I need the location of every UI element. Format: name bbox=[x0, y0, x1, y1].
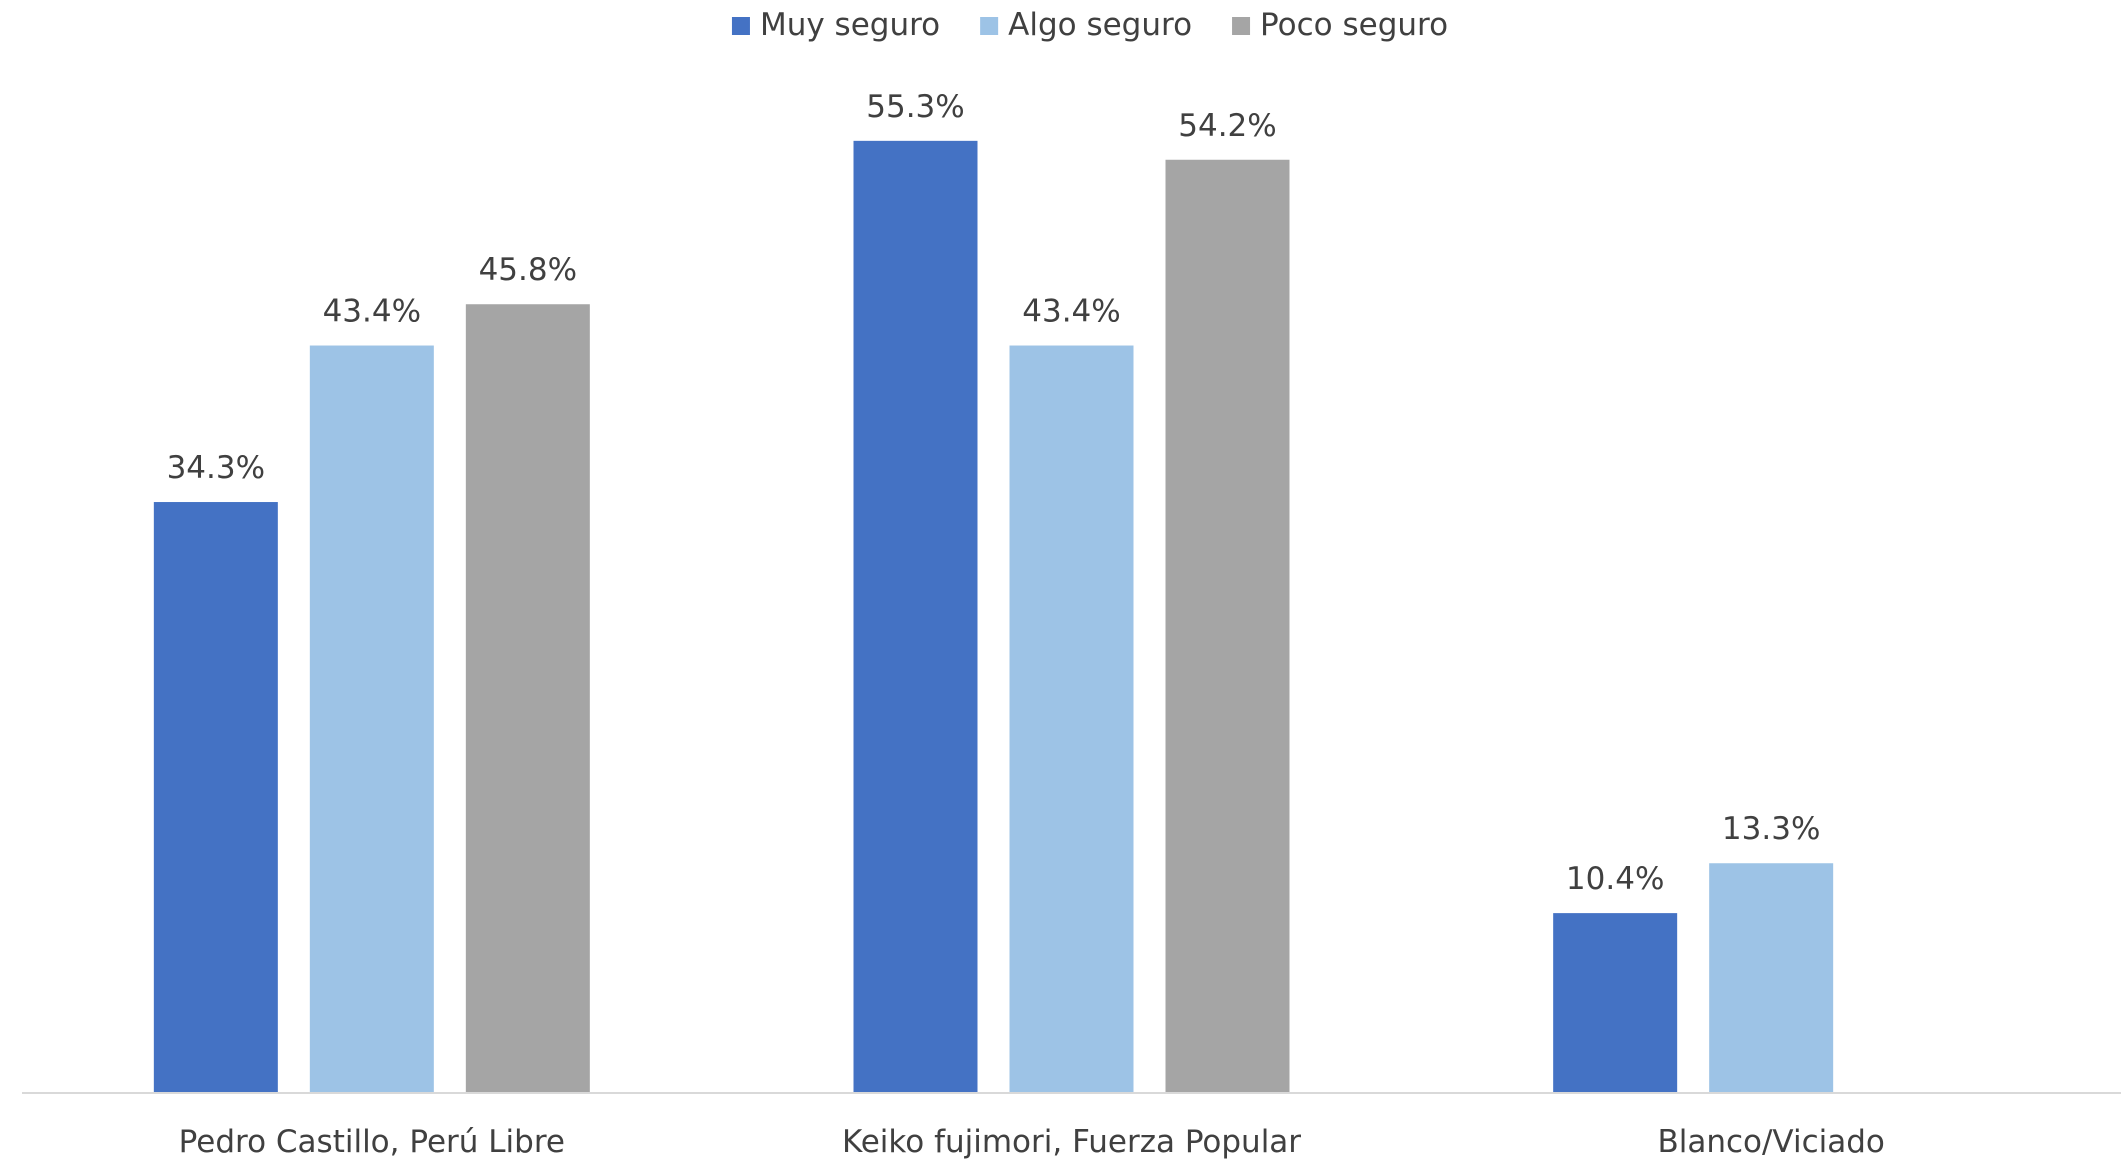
data-label-muy-seguro-blanco-viciado: 10.4% bbox=[1566, 861, 1664, 897]
category-label-keiko-fujimori-fuerza-popular: Keiko fujimori, Fuerza Popular bbox=[842, 1124, 1301, 1160]
bar-poco-seguro-pedro-castillo-peru-libre bbox=[465, 304, 590, 1092]
bar-muy-seguro-pedro-castillo-peru-libre bbox=[153, 502, 278, 1092]
data-labels-group: 34.3% 43.4% 45.8% 55.3% 43.4% 54.2% 10.4% 13.3% bbox=[167, 89, 1821, 897]
bar-algo-seguro-blanco-viciado bbox=[1709, 863, 1834, 1092]
bars-group bbox=[153, 140, 1834, 1093]
bar-muy-seguro-blanco-viciado bbox=[1553, 913, 1678, 1092]
data-label-poco-seguro-keiko-fujimori-fuerza-popular: 54.2% bbox=[1178, 108, 1276, 144]
category-label-blanco-viciado: Blanco/Viciado bbox=[1657, 1124, 1884, 1160]
category-label-pedro-castillo-peru-libre: Pedro Castillo, Perú Libre bbox=[179, 1124, 565, 1160]
legend-label-muy-seguro: Muy seguro bbox=[760, 7, 940, 43]
data-label-muy-seguro-keiko-fujimori-fuerza-popular: 55.3% bbox=[866, 89, 964, 125]
bar-muy-seguro-keiko-fujimori-fuerza-popular bbox=[853, 140, 978, 1093]
legend-swatch-muy-seguro bbox=[731, 17, 750, 35]
legend-label-poco-seguro: Poco seguro bbox=[1260, 7, 1448, 43]
legend: Muy seguro Algo seguro Poco seguro bbox=[731, 7, 1448, 43]
legend-swatch-algo-seguro bbox=[980, 17, 999, 35]
legend-label-algo-seguro: Algo seguro bbox=[1008, 7, 1192, 43]
bar-algo-seguro-pedro-castillo-peru-libre bbox=[309, 345, 434, 1092]
data-label-algo-seguro-blanco-viciado: 13.3% bbox=[1722, 811, 1820, 847]
bar-algo-seguro-keiko-fujimori-fuerza-popular bbox=[1009, 345, 1134, 1092]
data-label-poco-seguro-pedro-castillo-peru-libre: 45.8% bbox=[479, 252, 577, 288]
category-labels-group: Pedro Castillo, Perú Libre Keiko fujimori… bbox=[179, 1124, 1885, 1160]
data-label-muy-seguro-pedro-castillo-peru-libre: 34.3% bbox=[167, 450, 265, 486]
data-label-algo-seguro-keiko-fujimori-fuerza-popular: 43.4% bbox=[1022, 294, 1120, 330]
legend-swatch-poco-seguro bbox=[1232, 17, 1251, 35]
data-label-algo-seguro-pedro-castillo-peru-libre: 43.4% bbox=[323, 294, 421, 330]
bar-poco-seguro-keiko-fujimori-fuerza-popular bbox=[1165, 159, 1290, 1092]
